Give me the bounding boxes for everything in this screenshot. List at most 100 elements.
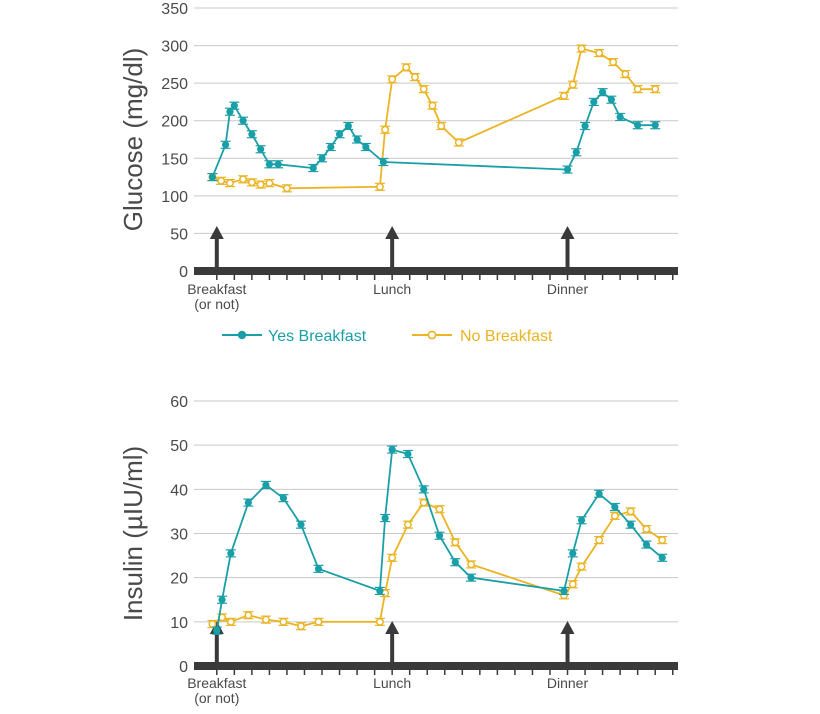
insulin-series-yes-point xyxy=(611,503,619,511)
insulin-series-yes-point xyxy=(297,521,305,529)
insulin-series-yes-point xyxy=(595,490,603,498)
glucose-series-no-point xyxy=(577,44,586,53)
glucose-series-no-point xyxy=(388,75,397,84)
insulin-series-no-point xyxy=(388,553,397,562)
glucose-series-yes-point xyxy=(362,143,370,151)
insulin-y-tick-label: 60 xyxy=(170,394,188,411)
legend-yes-label: Yes Breakfast xyxy=(268,328,367,345)
glucose-series-yes-point xyxy=(607,96,615,104)
insulin-series-yes-point xyxy=(569,549,577,557)
insulin-series-no-point xyxy=(226,617,235,626)
insulin-series-no-point xyxy=(435,505,444,514)
glucose-series-no-point xyxy=(428,101,437,110)
glucose-series-yes-point xyxy=(598,88,607,96)
insulin-y-tick-label: 10 xyxy=(170,615,188,632)
insulin-y-axis-label: Insulin (µIU/ml) xyxy=(118,446,148,621)
glucose-series-yes-point xyxy=(265,160,274,168)
glucose-series-no-point xyxy=(247,178,256,187)
insulin-series-no-point xyxy=(568,580,577,589)
insulin-series-yes-point xyxy=(262,481,270,489)
glucose-series-yes-point xyxy=(239,117,247,125)
glucose-y-tick-label: 250 xyxy=(161,76,188,93)
insulin-y-tick-label: 30 xyxy=(170,527,188,544)
insulin-y-tick-label: 40 xyxy=(170,482,188,499)
insulin-series-yes-point xyxy=(218,596,226,604)
glucose-chart: 0 50 100 150 200 250 300 350 Glucose (mg/dl) Brea… xyxy=(118,1,678,312)
glucose-series-yes-point xyxy=(344,122,352,130)
glucose-series-yes-point xyxy=(379,158,387,166)
glucose-y-tick-label: 100 xyxy=(161,189,188,206)
insulin-series-yes-point xyxy=(577,516,586,524)
insulin-y-tick-label: 0 xyxy=(179,659,188,676)
insulin-meal-label-dinner: Dinner xyxy=(547,675,589,691)
glucose-series-no-point xyxy=(265,179,274,188)
insulin-chart: 0 10 20 30 40 50 60 Insulin (µIU/ml) Breakfast(o… xyxy=(118,394,678,706)
glucose-series-no-point xyxy=(454,138,463,147)
insulin-meal-arrow-head xyxy=(560,621,575,634)
insulin-series-no-point xyxy=(297,622,305,631)
insulin-meal-label-ornot: (or not) xyxy=(194,690,239,706)
glucose-series-no-point xyxy=(217,176,226,185)
insulin-series-yes-point xyxy=(560,587,568,595)
insulin-series-no-point xyxy=(244,611,253,620)
insulin-y-tick-label: 20 xyxy=(170,571,188,588)
glucose-series-no-point xyxy=(560,91,568,100)
insulin-series-no-point xyxy=(610,511,619,520)
glucose-series-yes-point xyxy=(274,160,282,168)
glucose-series-no-point xyxy=(568,80,577,89)
glucose-series-yes-point xyxy=(563,165,572,174)
insulin-meal-label-lunch: Lunch xyxy=(373,675,411,691)
insulin-series-yes-point xyxy=(627,521,635,529)
insulin-series-yes-point xyxy=(404,450,412,458)
insulin-y-tick-label: 50 xyxy=(170,438,188,455)
glucose-y-tick-label: 150 xyxy=(161,151,188,168)
insulin-series-yes-point xyxy=(279,494,288,502)
glucose-series-no-point xyxy=(402,63,411,72)
insulin-series-no-point xyxy=(314,617,323,626)
insulin-series-yes-point xyxy=(244,498,252,507)
glucose-series-yes-point xyxy=(353,135,361,144)
glucose-meal-arrow-head xyxy=(385,226,400,239)
legend-no-marker xyxy=(427,330,437,340)
glucose-series-no-point xyxy=(437,122,446,130)
glucose-series-yes-point xyxy=(327,143,335,151)
glucose-series-no-point xyxy=(621,70,630,79)
glucose-series-yes-point xyxy=(221,141,230,149)
glucose-series-no-point xyxy=(609,58,618,67)
insulin-series-no-point xyxy=(451,538,460,547)
glucose-series-no-point xyxy=(375,182,384,191)
glucose-meal-arrow-head xyxy=(560,226,575,239)
glucose-series-no-point xyxy=(411,73,419,82)
glucose-series-no-point xyxy=(282,184,291,193)
glucose-meal-label-dinner: Dinner xyxy=(547,281,589,297)
insulin-series-no-point xyxy=(375,617,384,626)
insulin-meal-arrow-head xyxy=(385,621,400,634)
glucose-y-tick-label: 350 xyxy=(161,1,188,18)
glucose-y-tick-label: 300 xyxy=(161,39,188,56)
insulin-meal-label-breakfast: Breakfast xyxy=(187,675,246,691)
glucose-meal-label-breakfast: Breakfast xyxy=(187,281,246,297)
glucose-series-no-point xyxy=(256,180,265,189)
glucose-series-no-point xyxy=(633,85,642,94)
glucose-series-yes-point xyxy=(590,98,598,106)
glucose-series-yes-point xyxy=(318,154,326,162)
glucose-x-axis xyxy=(194,267,678,275)
legend: Yes Breakfast No Breakfast xyxy=(222,328,553,345)
insulin-series-no-point xyxy=(626,507,635,516)
insulin-series-yes-point xyxy=(227,549,235,557)
glucose-meal-label-ornot: (or not) xyxy=(194,296,239,312)
insulin-series-no-point xyxy=(208,620,217,628)
insulin-series-no-line xyxy=(211,501,663,628)
glucose-series-yes-point xyxy=(208,173,217,181)
insulin-series-yes-point xyxy=(213,627,221,635)
insulin-series-yes-point xyxy=(642,540,651,549)
glucose-y-tick-label: 0 xyxy=(179,264,188,281)
glucose-series-no-point xyxy=(419,85,428,94)
glucose-series-yes-point xyxy=(226,108,234,116)
glucose-series-no-point xyxy=(225,179,234,188)
insulin-x-axis xyxy=(194,662,678,670)
insulin-series-no-point xyxy=(419,498,428,507)
glucose-meal-label-lunch: Lunch xyxy=(373,281,411,297)
insulin-series-no-point xyxy=(658,536,667,545)
insulin-series-no-point xyxy=(577,562,586,571)
